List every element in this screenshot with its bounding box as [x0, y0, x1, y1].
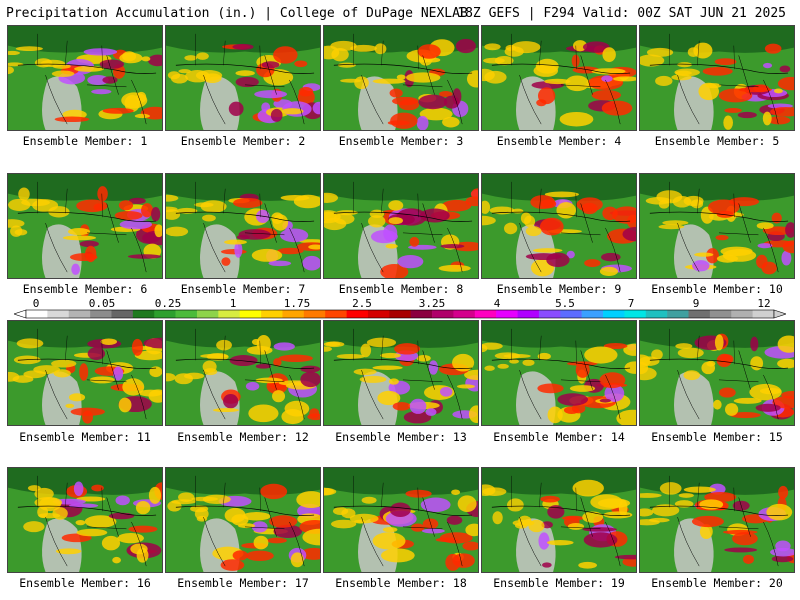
ensemble-member-label: Ensemble Member: 5: [654, 134, 780, 148]
ensemble-member-map-13[interactable]: [323, 320, 479, 426]
ensemble-member-label: Ensemble Member: 1: [22, 134, 148, 148]
colorbar-bin: [303, 310, 326, 318]
colorbar-bin: [496, 310, 518, 318]
ensemble-member-label: Ensemble Member: 4: [496, 134, 622, 148]
ensemble-member-map-18[interactable]: [323, 467, 479, 573]
ensemble-member-label: Ensemble Member: 20: [651, 576, 783, 590]
colorbar-bin: [346, 310, 369, 318]
colorbar-tick-label: 0.25: [154, 297, 182, 310]
ensemble-member-map-6[interactable]: [7, 173, 163, 279]
ensemble-member-map-5[interactable]: [639, 25, 795, 131]
colorbar-bin: [26, 310, 48, 318]
ensemble-member-label: Ensemble Member: 16: [19, 576, 151, 590]
header-title: Precipitation Accumulation (in.) | Colle…: [6, 6, 468, 21]
ensemble-member-label: Ensemble Member: 19: [493, 576, 625, 590]
ensemble-member-map-12[interactable]: [165, 320, 321, 426]
ensemble-member-map-17[interactable]: [165, 467, 321, 573]
colorbar-bin: [154, 310, 176, 318]
ensemble-member-label: Ensemble Member: 6: [22, 282, 148, 296]
colorbar-bin: [560, 310, 582, 318]
colorbar-bin: [432, 310, 454, 318]
colorbar-bin: [90, 310, 112, 318]
colorbar-bin: [218, 310, 241, 318]
ensemble-member-label: Ensemble Member: 13: [335, 430, 467, 444]
colorbar-bin: [453, 310, 476, 318]
ensemble-member-map-8[interactable]: [323, 173, 479, 279]
colorbar-bin: [603, 310, 625, 318]
ensemble-member-label: Ensemble Member: 8: [338, 282, 464, 296]
colorbar-bin: [196, 310, 219, 318]
ensemble-member-label: Ensemble Member: 12: [177, 430, 309, 444]
colorbar-bin: [111, 310, 134, 318]
colorbar-bin: [581, 310, 604, 318]
colorbar-tick-label: 9: [692, 297, 700, 310]
header-run-info: 18Z GEFS | F294 Valid: 00Z SAT JUN 21 20…: [457, 6, 786, 21]
ensemble-member-map-10[interactable]: [639, 173, 795, 279]
ensemble-member-label: Ensemble Member: 3: [338, 134, 464, 148]
colorbar-bin: [474, 310, 497, 318]
colorbar-bin: [709, 310, 732, 318]
colorbar-tick-label: 0.05: [88, 297, 116, 310]
colorbar-bin: [68, 310, 91, 318]
ensemble-member-map-4[interactable]: [481, 25, 637, 131]
ensemble-member-map-14[interactable]: [481, 320, 637, 426]
colorbar-bin: [175, 310, 198, 318]
colorbar-tick-label: 1.75: [283, 297, 311, 310]
colorbar-tick-label: 0: [32, 297, 40, 310]
colorbar-bin: [367, 310, 390, 318]
colorbar-bin: [731, 310, 753, 318]
colorbar-bin: [688, 310, 711, 318]
ensemble-member-label: Ensemble Member: 18: [335, 576, 467, 590]
ensemble-member-map-19[interactable]: [481, 467, 637, 573]
colorbar-bin: [645, 310, 668, 318]
precipitation-colorbar: [14, 309, 786, 319]
colorbar-bin: [282, 310, 305, 318]
colorbar-bin: [389, 310, 411, 318]
ensemble-member-map-15[interactable]: [639, 320, 795, 426]
colorbar-left-arrow: [14, 309, 27, 319]
ensemble-member-map-16[interactable]: [7, 467, 163, 573]
ensemble-member-map-3[interactable]: [323, 25, 479, 131]
ensemble-member-label: Ensemble Member: 9: [496, 282, 622, 296]
colorbar-bin: [538, 310, 561, 318]
colorbar-bin: [624, 310, 647, 318]
ensemble-member-label: Ensemble Member: 10: [651, 282, 783, 296]
ensemble-member-map-9[interactable]: [481, 173, 637, 279]
colorbar-tick-label: 1: [229, 297, 237, 310]
colorbar-tick-label: 12: [757, 297, 771, 310]
colorbar-right-arrow: [773, 309, 786, 319]
colorbar-bin: [410, 310, 433, 318]
colorbar-bin: [667, 310, 689, 318]
ensemble-member-map-11[interactable]: [7, 320, 163, 426]
colorbar-tick-label: 2.5: [352, 297, 372, 310]
ensemble-member-label: Ensemble Member: 14: [493, 430, 625, 444]
ensemble-member-label: Ensemble Member: 2: [180, 134, 306, 148]
ensemble-member-map-1[interactable]: [7, 25, 163, 131]
colorbar-bin: [132, 310, 155, 318]
ensemble-member-label: Ensemble Member: 17: [177, 576, 309, 590]
colorbar-tick-label: 4: [493, 297, 501, 310]
colorbar-tick-label: 5.5: [555, 297, 575, 310]
colorbar-tick-label: 3.25: [418, 297, 446, 310]
ensemble-member-label: Ensemble Member: 7: [180, 282, 306, 296]
ensemble-member-map-20[interactable]: [639, 467, 795, 573]
colorbar-bin: [47, 310, 70, 318]
ensemble-member-label: Ensemble Member: 15: [651, 430, 783, 444]
colorbar-bin: [517, 310, 540, 318]
colorbar-bin: [239, 310, 262, 318]
ensemble-member-map-7[interactable]: [165, 173, 321, 279]
ensemble-member-map-2[interactable]: [165, 25, 321, 131]
colorbar-bin: [752, 310, 775, 318]
colorbar-bin: [261, 310, 283, 318]
colorbar-bin: [325, 310, 347, 318]
ensemble-member-label: Ensemble Member: 11: [19, 430, 151, 444]
colorbar-tick-label: 7: [627, 297, 635, 310]
